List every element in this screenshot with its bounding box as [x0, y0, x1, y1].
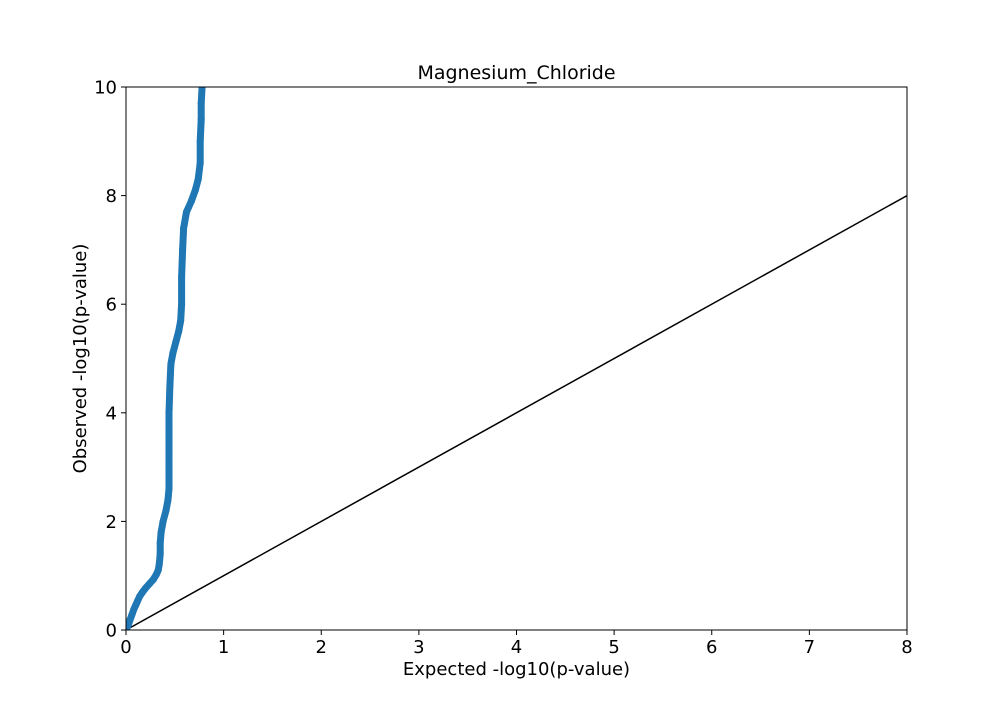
- qq-point: [183, 208, 191, 216]
- qq-point: [166, 382, 174, 390]
- x-tick-label: 5: [608, 637, 619, 658]
- qq-point: [177, 316, 185, 324]
- x-axis-label: Expected -log10(p-value): [403, 659, 630, 680]
- x-tick-label: 1: [218, 637, 229, 658]
- qq-point: [157, 528, 165, 536]
- qq-point: [162, 507, 170, 515]
- x-tick-label: 0: [120, 637, 131, 658]
- qq-point: [194, 175, 202, 183]
- qq-point: [165, 409, 173, 417]
- qq-point: [128, 611, 136, 619]
- qq-point: [196, 137, 204, 145]
- x-tick-label: 4: [511, 637, 522, 658]
- qq-point: [126, 616, 134, 624]
- y-axis-label: Observed -log10(p-value): [70, 244, 91, 474]
- qq-point: [179, 246, 187, 254]
- qq-point: [169, 349, 177, 357]
- x-tick-label: 2: [316, 637, 327, 658]
- qq-point: [156, 539, 164, 547]
- qq-point: [178, 273, 186, 281]
- y-tick-label: 8: [106, 186, 117, 207]
- qq-point: [178, 300, 186, 308]
- qq-point: [197, 116, 205, 124]
- qq-point: [126, 622, 132, 630]
- y-tick-label: 10: [94, 78, 117, 99]
- qq-point: [165, 436, 173, 444]
- x-tick-label: 7: [804, 637, 815, 658]
- qq-point: [175, 327, 183, 335]
- qq-point: [172, 338, 180, 346]
- qq-point: [165, 463, 173, 471]
- qq-point: [164, 496, 172, 504]
- y-tick-label: 0: [106, 621, 117, 642]
- plot-layer: [126, 87, 907, 630]
- x-tick-label: 8: [901, 637, 912, 658]
- qq-point: [198, 87, 206, 91]
- qq-point: [154, 566, 162, 574]
- qq-point: [159, 517, 167, 525]
- qq-point: [165, 485, 173, 493]
- qq-point: [155, 561, 163, 569]
- qq-point: [191, 186, 199, 194]
- qq-point: [167, 360, 175, 368]
- qq-point: [197, 99, 205, 107]
- plot-area: [126, 87, 907, 630]
- qq-point: [196, 159, 204, 167]
- x-tick-label: 3: [413, 637, 424, 658]
- y-tick-label: 2: [106, 512, 117, 533]
- qq-point: [180, 224, 188, 232]
- qq-point: [156, 550, 164, 558]
- qq-point: [187, 197, 195, 205]
- ticks-layer: 0 1 2 3 4 5 6 7 8 0 2 4 6 8 10: [94, 78, 913, 659]
- chart-title: Magnesium_Chloride: [417, 62, 615, 84]
- y-tick-label: 4: [106, 403, 117, 424]
- y-tick-label: 6: [106, 295, 117, 316]
- reference-line: [126, 194, 907, 630]
- x-tick-label: 6: [706, 637, 717, 658]
